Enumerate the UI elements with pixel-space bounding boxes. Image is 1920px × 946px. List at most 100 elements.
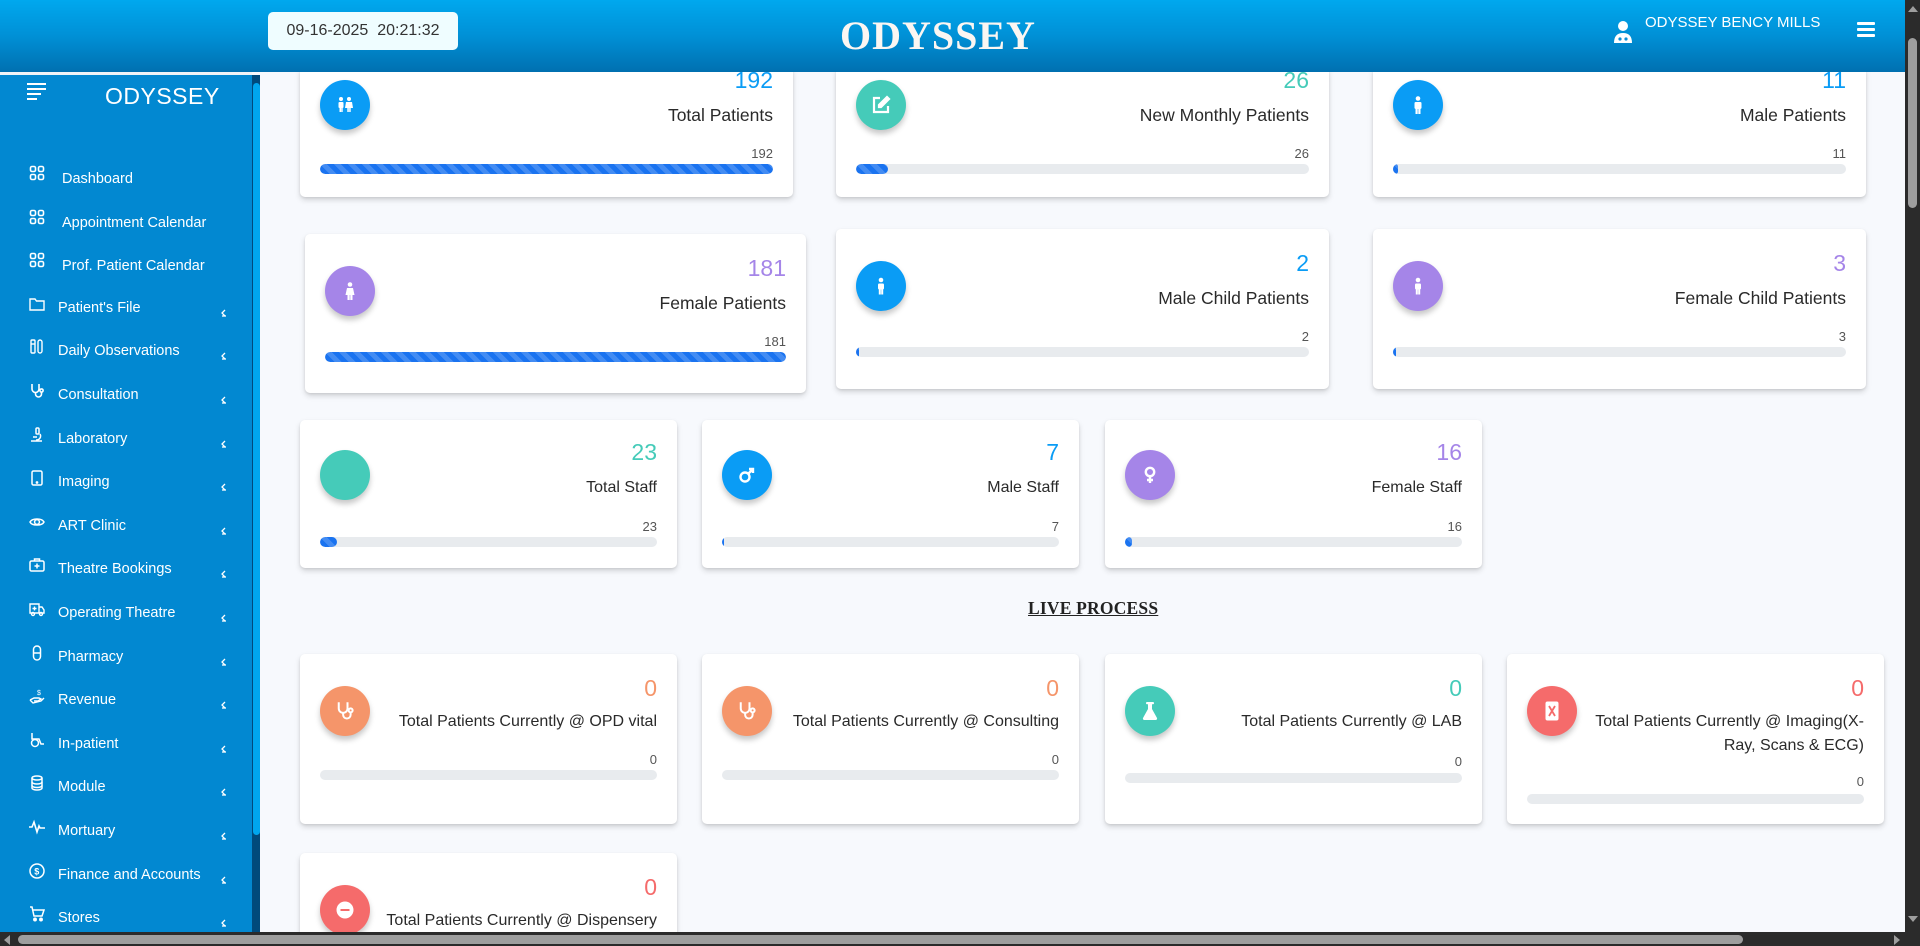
svg-text:$: $ bbox=[34, 866, 39, 876]
mars-icon bbox=[722, 450, 772, 500]
female-person-icon bbox=[325, 266, 375, 316]
progress-bar bbox=[722, 537, 1059, 547]
sidebar-item-label: Laboratory bbox=[58, 430, 128, 447]
grid-icon bbox=[29, 252, 45, 268]
stat-card-male-patients: 11 Male Patients 11 bbox=[1373, 72, 1866, 197]
progress-count: 0 bbox=[1856, 774, 1864, 789]
sidebar-item-label: Theatre Bookings bbox=[58, 561, 172, 578]
user-menu[interactable]: ODYSSEY BENCY MILLS bbox=[1613, 14, 1820, 44]
sidebar-item-consultation[interactable]: Consultation bbox=[0, 383, 252, 427]
sidebar-item-label: Patient's File bbox=[58, 299, 141, 316]
sidebar-item-mortuary[interactable]: Mortuary bbox=[0, 819, 252, 863]
sidebar-item-module[interactable]: Module bbox=[0, 775, 252, 819]
align-left-icon[interactable] bbox=[27, 83, 46, 103]
sidebar-item-label: Dashboard bbox=[62, 171, 133, 187]
flask-icon bbox=[1125, 686, 1175, 736]
progress-bar bbox=[856, 347, 1309, 357]
sidebar-item-finance-and-accounts[interactable]: $ Finance and Accounts bbox=[0, 862, 252, 907]
sidebar-item-in-patient[interactable]: In-patient bbox=[0, 732, 252, 776]
stat-card-live-3: 0 Total Patients Currently @ Imaging(X-Ra… bbox=[1507, 654, 1884, 824]
sidebar-item-revenue[interactable]: $ Revenue bbox=[0, 688, 252, 732]
sidebar-item-stores[interactable]: Stores bbox=[0, 906, 252, 932]
stat-value: 0 bbox=[1851, 675, 1864, 701]
user-name: ODYSSEY BENCY MILLS bbox=[1645, 14, 1821, 31]
venus-icon bbox=[1125, 450, 1175, 500]
progress-bar bbox=[325, 352, 786, 362]
sidebar-item-label: Appointment Calendar bbox=[62, 214, 207, 231]
sidebar-item-daily-observations[interactable]: Daily Observations bbox=[0, 339, 252, 383]
sidebar-item-appointment-calendar[interactable]: Appointment Calendar bbox=[0, 209, 252, 253]
sidebar-item-dashboard[interactable]: Dashboard bbox=[0, 165, 252, 209]
datetime-display: 09-16-2025 20:21:32 bbox=[268, 12, 458, 50]
sidebar-item-theatre-bookings[interactable]: Theatre Bookings bbox=[0, 557, 252, 601]
sidebar-brand: ODYSSEY bbox=[105, 83, 220, 109]
grid-icon bbox=[29, 165, 45, 181]
grid-icon bbox=[29, 209, 45, 225]
sidebar: ODYSSEY Dashboard Appointment Calendar Pro… bbox=[0, 72, 252, 932]
progress-bar bbox=[1125, 537, 1462, 547]
chevron-icon bbox=[219, 436, 229, 448]
progress-bar bbox=[1527, 794, 1864, 804]
chevron-icon bbox=[219, 697, 229, 709]
tablet-icon bbox=[29, 470, 45, 486]
stat-value: 2 bbox=[1296, 250, 1309, 276]
stat-title: Female Patients bbox=[659, 293, 786, 313]
app-viewport: 09-16-2025 20:21:32 ODYSSEY ODYSSEY BENC… bbox=[0, 0, 1905, 932]
stat-value: 26 bbox=[1283, 72, 1309, 93]
live-process-heading: LIVE PROCESS bbox=[1028, 598, 1159, 618]
progress-count: 11 bbox=[1832, 146, 1847, 161]
medkit-icon bbox=[29, 557, 45, 573]
page-horizontal-scrollbar[interactable] bbox=[0, 932, 1905, 946]
sidebar-item-pharmacy[interactable]: Pharmacy bbox=[0, 644, 252, 689]
stat-card-female-patients: 181 Female Patients 181 bbox=[305, 234, 806, 393]
stat-title: Total Patients bbox=[667, 105, 773, 125]
stat-card-total-staff: 23 Total Staff 23 bbox=[300, 420, 677, 568]
sidebar-item-label: Finance and Accounts bbox=[58, 866, 201, 883]
chevron-icon bbox=[219, 348, 229, 361]
sidebar-item-operating-theatre[interactable]: Operating Theatre bbox=[0, 601, 252, 645]
stat-card-live-2: 0 Total Patients Currently @ LAB 0 bbox=[1105, 654, 1482, 824]
sidebar-item-label: Module bbox=[58, 779, 106, 796]
sidebar-item-patient-s-file[interactable]: Patient's File bbox=[0, 296, 252, 340]
stat-value: 0 bbox=[1046, 675, 1059, 701]
stethoscope-icon bbox=[320, 686, 370, 736]
vials-icon bbox=[29, 339, 45, 355]
sidebar-item-prof-patient-calendar[interactable]: Prof. Patient Calendar bbox=[0, 252, 252, 296]
chevron-icon bbox=[219, 828, 229, 840]
progress-count: 16 bbox=[1447, 519, 1462, 534]
chevron-icon bbox=[219, 566, 229, 578]
sidebar-item-label: Revenue bbox=[58, 692, 117, 709]
stat-value: 3 bbox=[1833, 250, 1846, 276]
sidebar-item-label: Imaging bbox=[58, 474, 110, 491]
sidebar-item-label: In-patient bbox=[58, 735, 119, 752]
progress-count: 0 bbox=[1051, 752, 1059, 767]
blank-icon bbox=[320, 450, 370, 500]
sidebar-item-label: Consultation bbox=[58, 386, 139, 403]
sidebar-item-imaging[interactable]: Imaging bbox=[0, 470, 252, 514]
sidebar-item-label: Pharmacy bbox=[58, 648, 124, 665]
stat-title: Total Patients Currently @ Consulting bbox=[792, 713, 1059, 730]
progress-bar bbox=[856, 164, 1309, 174]
stat-value: 0 bbox=[644, 874, 657, 900]
chevron-icon bbox=[219, 610, 229, 622]
hamburger-icon[interactable] bbox=[1857, 22, 1875, 38]
stat-title: Male Patients bbox=[1739, 105, 1846, 125]
sidebar-item-label: ART Clinic bbox=[58, 517, 126, 534]
stat-title: Female Staff bbox=[1371, 479, 1462, 496]
ambulance-icon bbox=[29, 601, 45, 617]
progress-count: 0 bbox=[1454, 754, 1462, 769]
chevron-icon bbox=[219, 915, 229, 927]
stat-title: Total Patients Currently @ OPD vital bbox=[398, 713, 657, 730]
minus-circle-icon bbox=[320, 885, 370, 932]
page-vertical-scrollbar[interactable] bbox=[1905, 0, 1920, 932]
progress-bar bbox=[722, 770, 1059, 780]
sidebar-item-laboratory[interactable]: Laboratory bbox=[0, 426, 252, 471]
sidebar-scrollbar[interactable] bbox=[252, 75, 260, 932]
dashboard-content: LIVE PROCESS 192 Total Patients 192 26 New M… bbox=[260, 72, 1905, 932]
sidebar-item-art-clinic[interactable]: ART Clinic bbox=[0, 514, 252, 558]
stethoscope-icon bbox=[722, 686, 772, 736]
stat-card-male-staff: 7 Male Staff 7 bbox=[702, 420, 1079, 568]
child-icon bbox=[1393, 261, 1443, 311]
database-icon bbox=[29, 775, 45, 792]
